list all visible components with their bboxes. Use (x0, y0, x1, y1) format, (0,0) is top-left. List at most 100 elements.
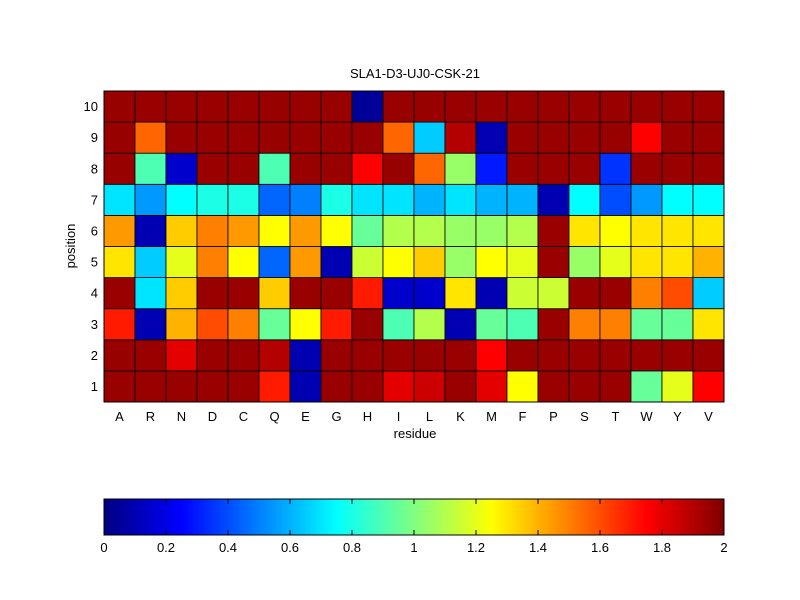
heatmap-cell (692, 277, 725, 310)
heatmap-cell (413, 121, 446, 154)
heatmap-cell (382, 152, 415, 185)
heatmap-cell (351, 370, 384, 403)
heatmap-cell (103, 121, 136, 154)
heatmap-cell (351, 90, 384, 123)
heatmap-cell (537, 121, 570, 154)
colorbar-tick-label: 0 (100, 540, 107, 555)
heatmap-cell (165, 246, 198, 279)
heatmap-cell (444, 121, 477, 154)
colorbar-tick-label: 1.8 (653, 540, 671, 555)
heatmap-cell (444, 246, 477, 279)
heatmap-cell (258, 90, 291, 123)
heatmap-cell (134, 277, 167, 310)
heatmap-cell (134, 370, 167, 403)
heatmap-cell (134, 308, 167, 341)
y-tick-label: 1 (91, 379, 98, 394)
heatmap-cell (599, 277, 632, 310)
heatmap-cell (227, 370, 260, 403)
heatmap-cell (165, 277, 198, 310)
heatmap-cell (630, 339, 663, 372)
colorbar-tick-label: 0.2 (157, 540, 175, 555)
heatmap-cell (630, 183, 663, 216)
heatmap-cell (134, 152, 167, 185)
heatmap-cell (599, 183, 632, 216)
heatmap-cell (289, 214, 322, 247)
y-tick-label: 8 (91, 161, 98, 176)
heatmap-cell (258, 246, 291, 279)
heatmap-cell (413, 152, 446, 185)
heatmap-cell (568, 308, 601, 341)
x-tick-label: C (239, 409, 248, 424)
heatmap-cell (475, 246, 508, 279)
heatmap-cell (196, 246, 229, 279)
heatmap-cell (692, 183, 725, 216)
x-axis-label: residue (394, 426, 437, 441)
heatmap-cell (661, 121, 694, 154)
heatmap-cell (661, 308, 694, 341)
heatmap-cell (568, 277, 601, 310)
heatmap-cell (134, 90, 167, 123)
heatmap-cell (289, 339, 322, 372)
heatmap-cell (165, 308, 198, 341)
heatmap-cell (413, 339, 446, 372)
heatmap-cell (630, 214, 663, 247)
heatmap-cell (227, 121, 260, 154)
heatmap-cell (103, 339, 136, 372)
heatmap-cell (444, 152, 477, 185)
heatmap-cell (413, 183, 446, 216)
heatmap-cell (444, 339, 477, 372)
heatmap-cell (320, 339, 353, 372)
colorbar-tick-label: 1.6 (591, 540, 609, 555)
heatmap-cell (103, 277, 136, 310)
heatmap-cell (382, 121, 415, 154)
x-tick-label: I (397, 409, 401, 424)
colorbar-tick-label: 1 (410, 540, 417, 555)
heatmap-cell (568, 183, 601, 216)
heatmap-cell (320, 277, 353, 310)
heatmap-cell (165, 370, 198, 403)
heatmap-cell (692, 339, 725, 372)
heatmap-cell (258, 183, 291, 216)
heatmap-cell (382, 339, 415, 372)
heatmap-cell (475, 308, 508, 341)
heatmap-cell (289, 152, 322, 185)
heatmap-cell (165, 214, 198, 247)
heatmap-cell (289, 121, 322, 154)
heatmap-cell (599, 339, 632, 372)
heatmap-cell (475, 90, 508, 123)
heatmap-cell (568, 339, 601, 372)
heatmap-cell (599, 246, 632, 279)
heatmap-cell (320, 246, 353, 279)
heatmap-cell (227, 339, 260, 372)
y-tick-label: 4 (91, 286, 98, 301)
heatmap-cell (103, 214, 136, 247)
heatmap-cell (568, 370, 601, 403)
heatmap-cell (320, 214, 353, 247)
heatmap-cell (630, 246, 663, 279)
heatmap-cell (258, 214, 291, 247)
heatmap-cell (630, 90, 663, 123)
heatmap-cell (289, 183, 322, 216)
heatmap-cell (661, 152, 694, 185)
heatmap-cell (599, 214, 632, 247)
heatmap-cell (382, 246, 415, 279)
x-tick-label: R (146, 409, 155, 424)
heatmap-cell (227, 277, 260, 310)
colorbar-tick-label: 1.4 (529, 540, 547, 555)
heatmap-cell (227, 152, 260, 185)
heatmap-cell (289, 370, 322, 403)
heatmap-cell (289, 246, 322, 279)
heatmap-cell (630, 370, 663, 403)
heatmap-cell (599, 370, 632, 403)
heatmap-cell (351, 214, 384, 247)
y-tick-label: 3 (91, 317, 98, 332)
heatmap-cell (537, 308, 570, 341)
heatmap-cell (568, 121, 601, 154)
heatmap-cell (444, 90, 477, 123)
heatmap-cell (475, 121, 508, 154)
x-tick-label: M (486, 409, 497, 424)
heatmap-cell (661, 246, 694, 279)
heatmap-cell (692, 152, 725, 185)
x-tick-label: F (519, 409, 527, 424)
colorbar-tick-label: 2 (720, 540, 727, 555)
